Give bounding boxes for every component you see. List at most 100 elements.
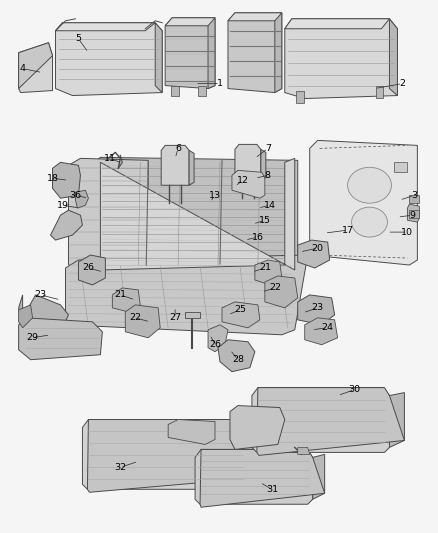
Polygon shape [82, 419, 247, 489]
Text: 32: 32 [114, 463, 127, 472]
Polygon shape [265, 276, 298, 308]
Polygon shape [125, 305, 160, 338]
Polygon shape [56, 23, 155, 31]
Polygon shape [68, 158, 148, 272]
Polygon shape [19, 305, 32, 328]
Text: 25: 25 [234, 305, 246, 314]
Polygon shape [100, 158, 295, 270]
Polygon shape [298, 447, 310, 455]
Text: 23: 23 [35, 290, 46, 300]
Polygon shape [189, 150, 194, 185]
Polygon shape [228, 13, 282, 93]
Polygon shape [310, 140, 417, 265]
Text: 30: 30 [349, 385, 360, 394]
Polygon shape [298, 295, 335, 325]
Polygon shape [407, 204, 419, 222]
Polygon shape [255, 260, 282, 285]
Ellipse shape [352, 207, 388, 237]
Polygon shape [395, 163, 407, 172]
Polygon shape [185, 312, 200, 318]
Text: 16: 16 [252, 232, 264, 241]
Polygon shape [389, 19, 397, 95]
Text: 26: 26 [82, 263, 95, 272]
Polygon shape [19, 43, 53, 93]
Text: 3: 3 [411, 191, 417, 200]
Polygon shape [165, 18, 215, 26]
Polygon shape [78, 255, 106, 285]
Text: 8: 8 [265, 171, 271, 180]
Polygon shape [410, 210, 419, 218]
Polygon shape [275, 13, 282, 93]
Text: 6: 6 [175, 144, 181, 153]
Text: 22: 22 [269, 284, 281, 293]
Polygon shape [198, 86, 206, 95]
Text: 26: 26 [209, 340, 221, 349]
Text: 12: 12 [237, 176, 249, 185]
Text: 23: 23 [311, 303, 324, 312]
Text: 22: 22 [129, 313, 141, 322]
Polygon shape [222, 302, 260, 328]
Text: 4: 4 [20, 64, 26, 73]
Polygon shape [50, 210, 82, 240]
Text: 17: 17 [342, 225, 353, 235]
Polygon shape [56, 23, 162, 95]
Text: 20: 20 [312, 244, 324, 253]
Polygon shape [375, 86, 384, 98]
Text: 21: 21 [114, 290, 126, 300]
Text: 13: 13 [209, 191, 221, 200]
Polygon shape [155, 23, 162, 93]
Polygon shape [228, 13, 282, 21]
Polygon shape [19, 295, 68, 335]
Polygon shape [168, 419, 215, 445]
Text: 31: 31 [266, 485, 278, 494]
Text: 29: 29 [27, 333, 39, 342]
Polygon shape [19, 43, 53, 88]
Text: 15: 15 [259, 216, 271, 224]
Text: 10: 10 [401, 228, 413, 237]
Polygon shape [171, 86, 179, 95]
Polygon shape [410, 195, 419, 203]
Polygon shape [247, 424, 262, 484]
Polygon shape [389, 393, 404, 447]
Polygon shape [195, 449, 313, 504]
Text: 28: 28 [232, 355, 244, 364]
Polygon shape [298, 240, 330, 268]
Polygon shape [90, 157, 298, 278]
Text: 24: 24 [321, 324, 334, 332]
Ellipse shape [348, 167, 392, 203]
Polygon shape [235, 144, 261, 180]
Polygon shape [53, 163, 81, 198]
Polygon shape [257, 387, 404, 455]
Text: 27: 27 [169, 313, 181, 322]
Text: 18: 18 [46, 174, 59, 183]
Polygon shape [200, 449, 325, 507]
Polygon shape [19, 318, 102, 360]
Text: 2: 2 [399, 79, 406, 88]
Polygon shape [313, 455, 325, 499]
Text: 9: 9 [410, 211, 415, 220]
Polygon shape [75, 190, 88, 208]
Polygon shape [261, 149, 266, 180]
Text: 5: 5 [75, 34, 81, 43]
Polygon shape [161, 146, 189, 185]
Polygon shape [165, 18, 215, 88]
Polygon shape [305, 318, 338, 345]
Polygon shape [218, 340, 255, 372]
Polygon shape [285, 19, 397, 99]
Polygon shape [66, 255, 308, 335]
Polygon shape [230, 406, 285, 449]
Text: 21: 21 [259, 263, 271, 272]
Polygon shape [208, 18, 215, 88]
Text: 36: 36 [69, 191, 81, 200]
Text: 7: 7 [265, 144, 271, 153]
Polygon shape [285, 19, 389, 29]
Polygon shape [208, 325, 228, 352]
Text: 1: 1 [217, 79, 223, 88]
Polygon shape [296, 91, 304, 102]
Polygon shape [252, 387, 389, 453]
Text: 14: 14 [264, 201, 276, 209]
Polygon shape [88, 419, 262, 492]
Polygon shape [232, 171, 265, 198]
Text: 11: 11 [104, 154, 117, 163]
Text: 19: 19 [57, 201, 68, 209]
